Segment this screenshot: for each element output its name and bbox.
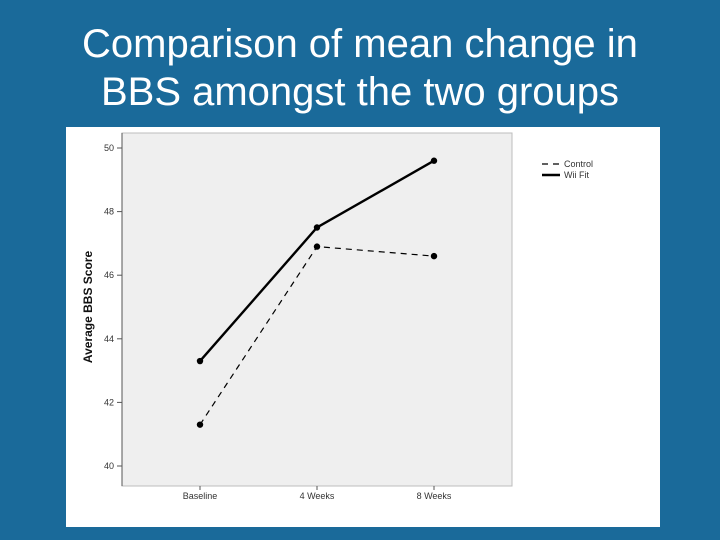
chart-panel: Average BBS Score 40 42 44 46 48 50 Baseline 4… [66, 127, 660, 527]
line-chart: Average BBS Score 40 42 44 46 48 50 Baseline 4… [81, 132, 593, 501]
y-axis-ticks: 40 42 44 46 48 50 [104, 143, 122, 471]
x-tick-label-1: 4 Weeks [300, 491, 335, 501]
legend-label-control: Control [564, 159, 593, 169]
slide-title-line-1: Comparison of mean change in [82, 22, 638, 66]
legend-label-wii-fit: Wii Fit [564, 170, 589, 180]
series-point-wii-fit-2 [430, 157, 438, 164]
y-tick-label-48: 48 [104, 207, 114, 217]
y-tick-label-46: 46 [104, 270, 114, 280]
x-tick-label-2: 8 Weeks [417, 491, 452, 501]
y-tick-label-44: 44 [104, 334, 114, 344]
series-layer [196, 157, 438, 428]
series-point-wii-fit-0 [196, 357, 204, 365]
slide-title: Comparison of mean change in BBS amongst… [0, 20, 720, 116]
y-tick-label-40: 40 [104, 461, 114, 471]
y-tick-label-50: 50 [104, 143, 114, 153]
y-tick-label-42: 42 [104, 397, 114, 407]
series-point-control-2 [430, 252, 438, 260]
series-point-control-1 [313, 243, 321, 250]
x-tick-label-0: Baseline [183, 491, 218, 501]
y-axis-label: Average BBS Score [81, 251, 95, 364]
series-point-wii-fit-1 [313, 224, 321, 231]
series-point-control-0 [196, 421, 204, 428]
slide-title-line-2: BBS amongst the two groups [100, 70, 620, 114]
x-axis-ticks: Baseline 4 Weeks 8 Weeks [183, 486, 452, 501]
plot-area [121, 132, 513, 487]
